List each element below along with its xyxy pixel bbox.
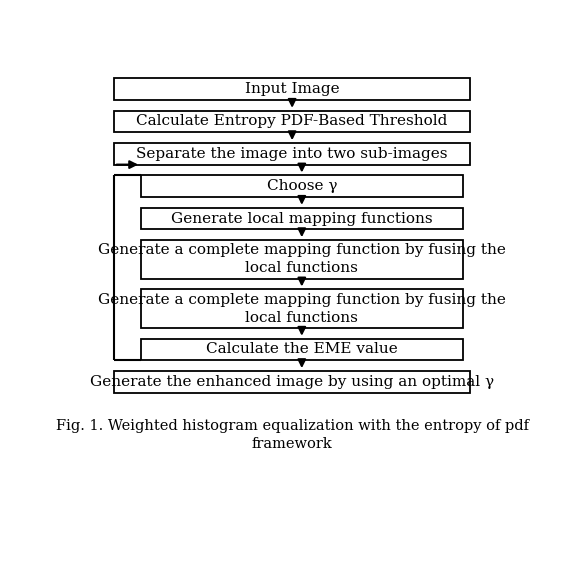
FancyBboxPatch shape [141, 240, 463, 279]
Text: Generate a complete mapping function by fusing the
local functions: Generate a complete mapping function by … [98, 293, 506, 324]
Text: Input Image: Input Image [245, 82, 340, 96]
FancyBboxPatch shape [114, 143, 470, 165]
FancyBboxPatch shape [114, 371, 470, 392]
Text: Calculate the EME value: Calculate the EME value [206, 342, 398, 357]
Text: Calculate Entropy PDF-Based Threshold: Calculate Entropy PDF-Based Threshold [136, 115, 448, 128]
Text: Generate the enhanced image by using an optimal γ: Generate the enhanced image by using an … [90, 375, 494, 389]
FancyBboxPatch shape [141, 175, 463, 197]
Text: Generate a complete mapping function by fusing the
local functions: Generate a complete mapping function by … [98, 244, 506, 275]
FancyBboxPatch shape [141, 208, 463, 229]
Text: Generate local mapping functions: Generate local mapping functions [171, 211, 433, 225]
Text: Fig. 1. Weighted histogram equalization with the entropy of pdf
framework: Fig. 1. Weighted histogram equalization … [56, 419, 528, 451]
Text: Choose γ: Choose γ [267, 179, 337, 193]
FancyBboxPatch shape [114, 78, 470, 100]
FancyBboxPatch shape [114, 111, 470, 132]
FancyBboxPatch shape [141, 339, 463, 360]
Text: Separate the image into two sub-images: Separate the image into two sub-images [136, 147, 448, 161]
FancyBboxPatch shape [141, 289, 463, 328]
